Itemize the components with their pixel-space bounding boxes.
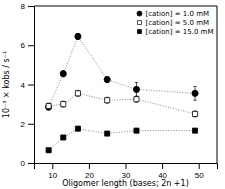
series <box>46 126 197 153</box>
tick-label: 6 <box>21 41 26 50</box>
marker <box>192 90 198 96</box>
tick: 30 <box>122 163 131 180</box>
x-axis: 10 20 30 40 50 <box>35 163 218 180</box>
error-bar <box>47 148 50 152</box>
error-bar <box>193 111 196 117</box>
series <box>46 90 197 116</box>
marker <box>134 97 139 102</box>
chart-container: 102030405002468[cation] = 1.0 mM[cation]… <box>0 0 225 189</box>
error-bar <box>135 129 138 133</box>
legend-symbol <box>137 11 142 16</box>
legend-symbol <box>137 30 141 34</box>
marker <box>75 126 80 131</box>
marker <box>46 104 51 109</box>
marker <box>61 102 66 107</box>
legend: [cation] = 1.0 mM[cation] = 5.0 mM[catio… <box>137 10 214 36</box>
error-bar <box>62 136 65 140</box>
x-axis-title: Oligomer length (bases; 2n +1) <box>62 179 189 188</box>
axis-line <box>28 7 35 164</box>
tick: 4 <box>21 81 34 90</box>
series-line <box>49 93 195 114</box>
legend-label: [cation] = 5.0 mM <box>145 19 209 27</box>
frame-line <box>217 6 218 163</box>
error-bar-cap <box>193 100 196 101</box>
error-bar <box>76 127 79 131</box>
frame-line <box>34 6 217 7</box>
legend-item: [cation] = 15.0 mM <box>137 28 213 36</box>
tick-label: 8 <box>21 2 26 11</box>
tick-mark <box>28 6 34 7</box>
tick-mark <box>199 163 200 169</box>
legend-item: [cation] = 1.0 mM <box>137 10 209 18</box>
marker <box>60 71 66 77</box>
tick: 8 <box>21 2 34 11</box>
legend-label: [cation] = 1.0 mM <box>145 10 209 18</box>
error-bar <box>106 132 109 136</box>
error-bar <box>47 104 50 110</box>
tick-mark <box>28 45 34 46</box>
tick-label: 2 <box>21 120 26 129</box>
series-line <box>49 36 195 107</box>
axis-line <box>35 164 218 170</box>
error-bar <box>76 90 79 96</box>
error-bar <box>62 101 65 107</box>
chart: 102030405002468[cation] = 1.0 mM[cation]… <box>0 0 225 189</box>
tick-label: 0 <box>21 159 26 168</box>
tick-mark <box>162 163 163 169</box>
tick-mark <box>52 163 53 169</box>
marker <box>75 33 81 39</box>
tick-mark <box>28 85 34 86</box>
error-bar-cap <box>135 82 138 83</box>
y-axis-title: 10⁻³ × kobs / s⁻¹ <box>2 51 11 118</box>
tick-label: 4 <box>21 81 26 90</box>
tick: 0 <box>21 159 34 168</box>
tick-mark <box>28 163 34 164</box>
tick: 2 <box>21 120 34 129</box>
marker <box>104 77 110 83</box>
tick: 20 <box>85 163 94 180</box>
tick-mark <box>28 124 34 125</box>
legend-item: [cation] = 5.0 mM <box>137 19 209 27</box>
marker <box>61 135 66 140</box>
plot: 102030405002468[cation] = 1.0 mM[cation]… <box>21 2 218 180</box>
marker <box>192 111 197 116</box>
error-bar <box>106 97 109 103</box>
marker <box>134 128 139 133</box>
tick: 50 <box>195 163 204 180</box>
marker <box>105 98 110 103</box>
tick: 6 <box>21 41 34 50</box>
error-bar <box>193 129 196 133</box>
marks <box>46 33 199 152</box>
tick-label: 50 <box>195 171 204 180</box>
legend-symbol <box>137 21 141 25</box>
tick: 40 <box>158 163 167 180</box>
marker <box>46 148 51 153</box>
marker <box>46 104 52 110</box>
tick-mark <box>89 163 90 169</box>
tick-mark <box>126 163 127 169</box>
marker <box>75 91 80 96</box>
tick-label: 10 <box>48 171 57 180</box>
marker <box>105 131 110 136</box>
series-line <box>49 129 195 151</box>
error-bar-cap <box>193 86 196 87</box>
marker <box>133 86 139 92</box>
series <box>46 33 199 110</box>
legend-label: [cation] = 15.0 mM <box>145 28 213 36</box>
tick: 10 <box>48 163 57 180</box>
y-axis: 0 2 4 6 8 <box>21 2 35 168</box>
marker <box>192 128 197 133</box>
error-bar <box>135 96 138 102</box>
error-bar <box>47 103 50 109</box>
